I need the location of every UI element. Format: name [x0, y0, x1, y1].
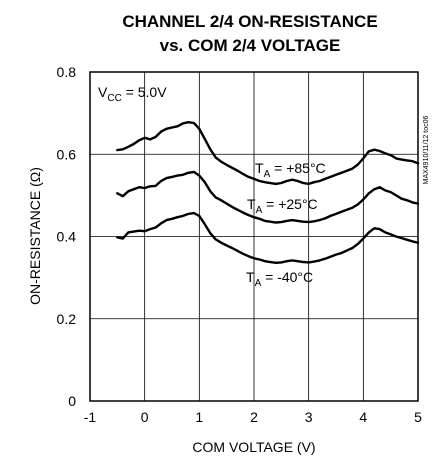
figure-id-label: MAX4910/11/12 toc06: [423, 116, 430, 185]
grid: [89, 71, 419, 402]
series-line-minus-40c: [116, 211, 420, 264]
series-label-main: T: [246, 269, 255, 285]
y-tick-label: 0.8: [57, 64, 77, 80]
series-label-sub: A: [264, 169, 271, 180]
series-label-sub: A: [256, 205, 263, 216]
series-label-minus-40c: TA = -40°C: [246, 269, 313, 289]
y-tick-label: 0.4: [57, 229, 77, 245]
series-line-85c: [116, 120, 420, 186]
condition-label: VCC = 5.0V: [98, 84, 167, 104]
series-label-sub: A: [255, 278, 262, 289]
series-label-rest: = +85°C: [270, 160, 325, 176]
series-label-rest: = +25°C: [262, 196, 317, 212]
condition-main: V: [98, 84, 108, 100]
x-tick-label: 3: [305, 409, 313, 425]
condition-sub: CC: [107, 93, 121, 104]
condition-rest: = 5.0V: [122, 84, 167, 100]
x-axis-label: COM VOLTAGE (V): [192, 439, 315, 455]
series-label-main: T: [247, 196, 256, 212]
series-label-rest: = -40°C: [261, 269, 313, 285]
y-tick-label: 0.2: [57, 311, 77, 327]
x-tick-label: -1: [84, 409, 97, 425]
x-tick-labels: -1 0 1 2 3 4 5: [84, 409, 422, 425]
series-labels: TA = +85°CTA = +25°CTA = -40°C: [246, 160, 326, 289]
series-label-main: T: [255, 160, 264, 176]
x-tick-label: 1: [195, 409, 203, 425]
x-tick-label: 2: [250, 409, 258, 425]
x-tick-label: 4: [359, 409, 367, 425]
x-tick-label: 0: [141, 409, 149, 425]
y-tick-label: 0.6: [57, 146, 77, 162]
series-lines: [116, 120, 420, 264]
series-label-25c: TA = +25°C: [247, 196, 318, 216]
y-tick-labels: 0 0.2 0.4 0.6 0.8: [57, 64, 77, 409]
y-tick-label: 0: [68, 393, 76, 409]
chart-title: CHANNEL 2/4 ON-RESISTANCE: [122, 12, 377, 31]
x-tick-label: 5: [414, 409, 422, 425]
plot-frame: [89, 71, 419, 402]
series-label-85c: TA = +85°C: [255, 160, 326, 180]
chart-subtitle: vs. COM 2/4 VOLTAGE: [160, 36, 341, 55]
y-axis-label: ON-RESISTANCE (Ω): [27, 167, 43, 305]
series-line-25c: [116, 170, 420, 224]
